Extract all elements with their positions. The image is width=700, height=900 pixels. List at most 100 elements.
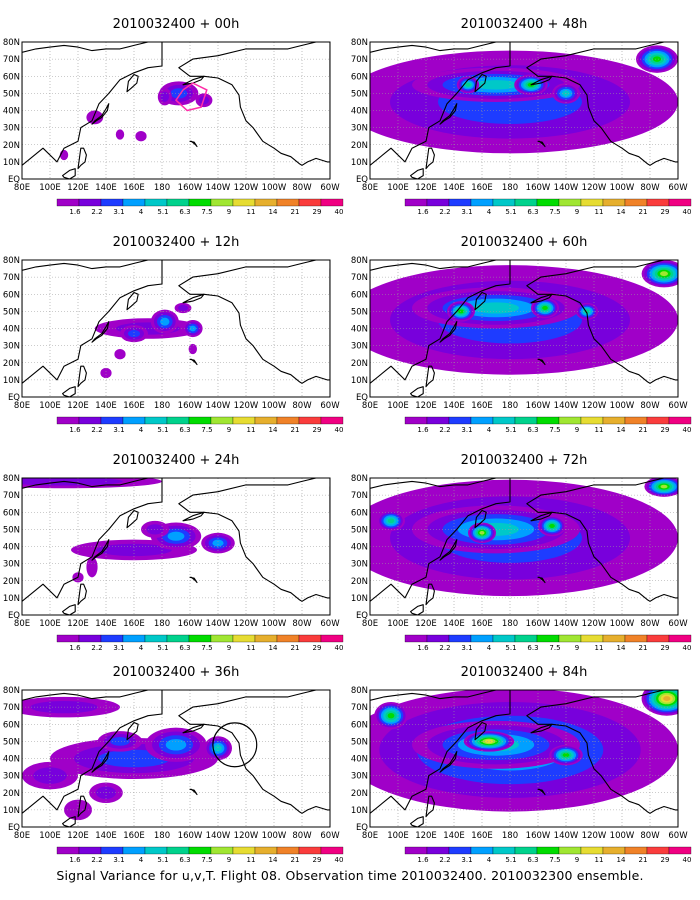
x-tick-label: 100E: [387, 831, 409, 841]
coastline: [677, 49, 678, 77]
coastline: [62, 168, 76, 179]
y-tick-label: 10N: [3, 376, 20, 386]
colorbar-swatch: [232, 198, 256, 207]
x-tick-label: 140E: [95, 401, 117, 411]
x-tick-label: 180: [154, 183, 170, 193]
colorbar-swatch: [624, 634, 648, 643]
x-tick-label: 160E: [471, 183, 493, 193]
colorbar-label: 2.2: [439, 208, 450, 216]
y-tick-label: 60N: [351, 508, 368, 518]
colorbar-label: 14: [269, 644, 278, 652]
colorbar-swatch: [320, 846, 344, 855]
variance-contour: [160, 91, 169, 102]
coastline: [178, 690, 330, 814]
coastline: [526, 478, 678, 602]
x-tick-label: 80E: [14, 831, 30, 841]
colorbar-label: 5.1: [157, 426, 168, 434]
colorbar-swatch: [56, 416, 80, 425]
colorbar-label: 11: [247, 644, 256, 652]
x-tick-label: 120E: [67, 183, 89, 193]
colorbar-swatch: [558, 198, 582, 207]
colorbar-swatch: [646, 416, 670, 425]
colorbar-label: 2.2: [91, 426, 102, 434]
colorbar-swatch: [580, 846, 604, 855]
x-tick-label: 120W: [582, 401, 607, 411]
colorbar-swatch: [144, 634, 168, 643]
colorbar-label: 14: [269, 208, 278, 216]
colorbar-label: 5.1: [505, 644, 516, 652]
x-tick-label: 80W: [640, 619, 660, 629]
colorbar-swatch: [536, 634, 560, 643]
colorbar-label: 11: [595, 644, 604, 652]
colorbar-label: 9: [227, 856, 231, 864]
y-tick-label: 80N: [3, 38, 20, 48]
coastline: [91, 539, 110, 561]
y-tick-label: 40N: [351, 543, 368, 553]
map-frame: [21, 689, 331, 828]
colorbar-label: 7.5: [549, 208, 560, 216]
y-tick-label: 10N: [3, 806, 20, 816]
x-tick-label: 140W: [206, 183, 231, 193]
y-tick-label: EQ: [8, 611, 20, 621]
colorbar-swatch: [558, 416, 582, 425]
coastline: [189, 358, 198, 366]
y-tick-label: 10N: [351, 594, 368, 604]
x-tick-label: 140E: [443, 619, 465, 629]
coastline: [126, 291, 139, 311]
x-tick-label: 160E: [123, 401, 145, 411]
y-tick-label: 30N: [351, 124, 368, 134]
coastline: [410, 386, 424, 397]
variance-contour: [188, 343, 197, 355]
x-tick-label: 160W: [178, 831, 203, 841]
colorbar-swatch: [536, 846, 560, 855]
colorbar-label: 1.6: [69, 208, 81, 216]
colorbar-swatch: [56, 198, 80, 207]
coastline: [91, 103, 110, 125]
colorbar-label: 5.1: [157, 856, 168, 864]
map-panel-p72: 2010032400 + 72h 80E 100E 120E 140E 160E 180 16…: [351, 453, 692, 652]
colorbar-swatch: [166, 846, 190, 855]
colorbar-swatch: [188, 634, 212, 643]
colorbar-label: 1.6: [69, 644, 81, 652]
coastline: [77, 583, 87, 606]
colorbar-swatch: [558, 846, 582, 855]
colorbar-swatch: [232, 846, 256, 855]
coastline: [77, 365, 87, 388]
colorbar-label: 1.6: [69, 856, 81, 864]
colorbar-swatch: [56, 846, 80, 855]
coastline: [537, 576, 546, 584]
colorbar-swatch: [320, 634, 344, 643]
coastline: [439, 103, 458, 125]
variance-contour: [189, 325, 197, 332]
coastline: [677, 485, 678, 513]
y-tick-label: 30N: [3, 342, 20, 352]
coastline: [474, 509, 487, 529]
y-tick-label: 40N: [351, 107, 368, 117]
x-tick-label: 80E: [362, 831, 378, 841]
coastline: [91, 321, 110, 343]
y-tick-label: 70N: [351, 273, 368, 283]
x-tick-label: 140E: [95, 831, 117, 841]
x-tick-label: 60W: [320, 619, 340, 629]
y-tick-label: 80N: [351, 38, 368, 48]
y-tick-label: 20N: [3, 359, 20, 369]
x-tick-label: 160E: [471, 831, 493, 841]
variance-contour: [96, 543, 172, 557]
colorbar-label: 29: [661, 856, 670, 864]
flight-track-marker: [175, 82, 208, 112]
x-tick-label: 140E: [443, 831, 465, 841]
colorbar-swatch: [426, 846, 450, 855]
x-tick-label: 80W: [640, 831, 660, 841]
x-tick-label: 100W: [610, 831, 635, 841]
colorbar-label: 3.1: [461, 644, 472, 652]
coastline: [537, 140, 546, 148]
colorbar-swatch: [514, 416, 538, 425]
x-tick-label: 180: [154, 401, 170, 411]
colorbar-label: 14: [617, 426, 626, 434]
colorbar-swatch: [448, 416, 472, 425]
x-tick-label: 140W: [206, 619, 231, 629]
coastline: [189, 576, 198, 584]
colorbar-swatch: [166, 634, 190, 643]
colorbar-label: 4: [139, 856, 144, 864]
colorbar-swatch: [122, 634, 146, 643]
